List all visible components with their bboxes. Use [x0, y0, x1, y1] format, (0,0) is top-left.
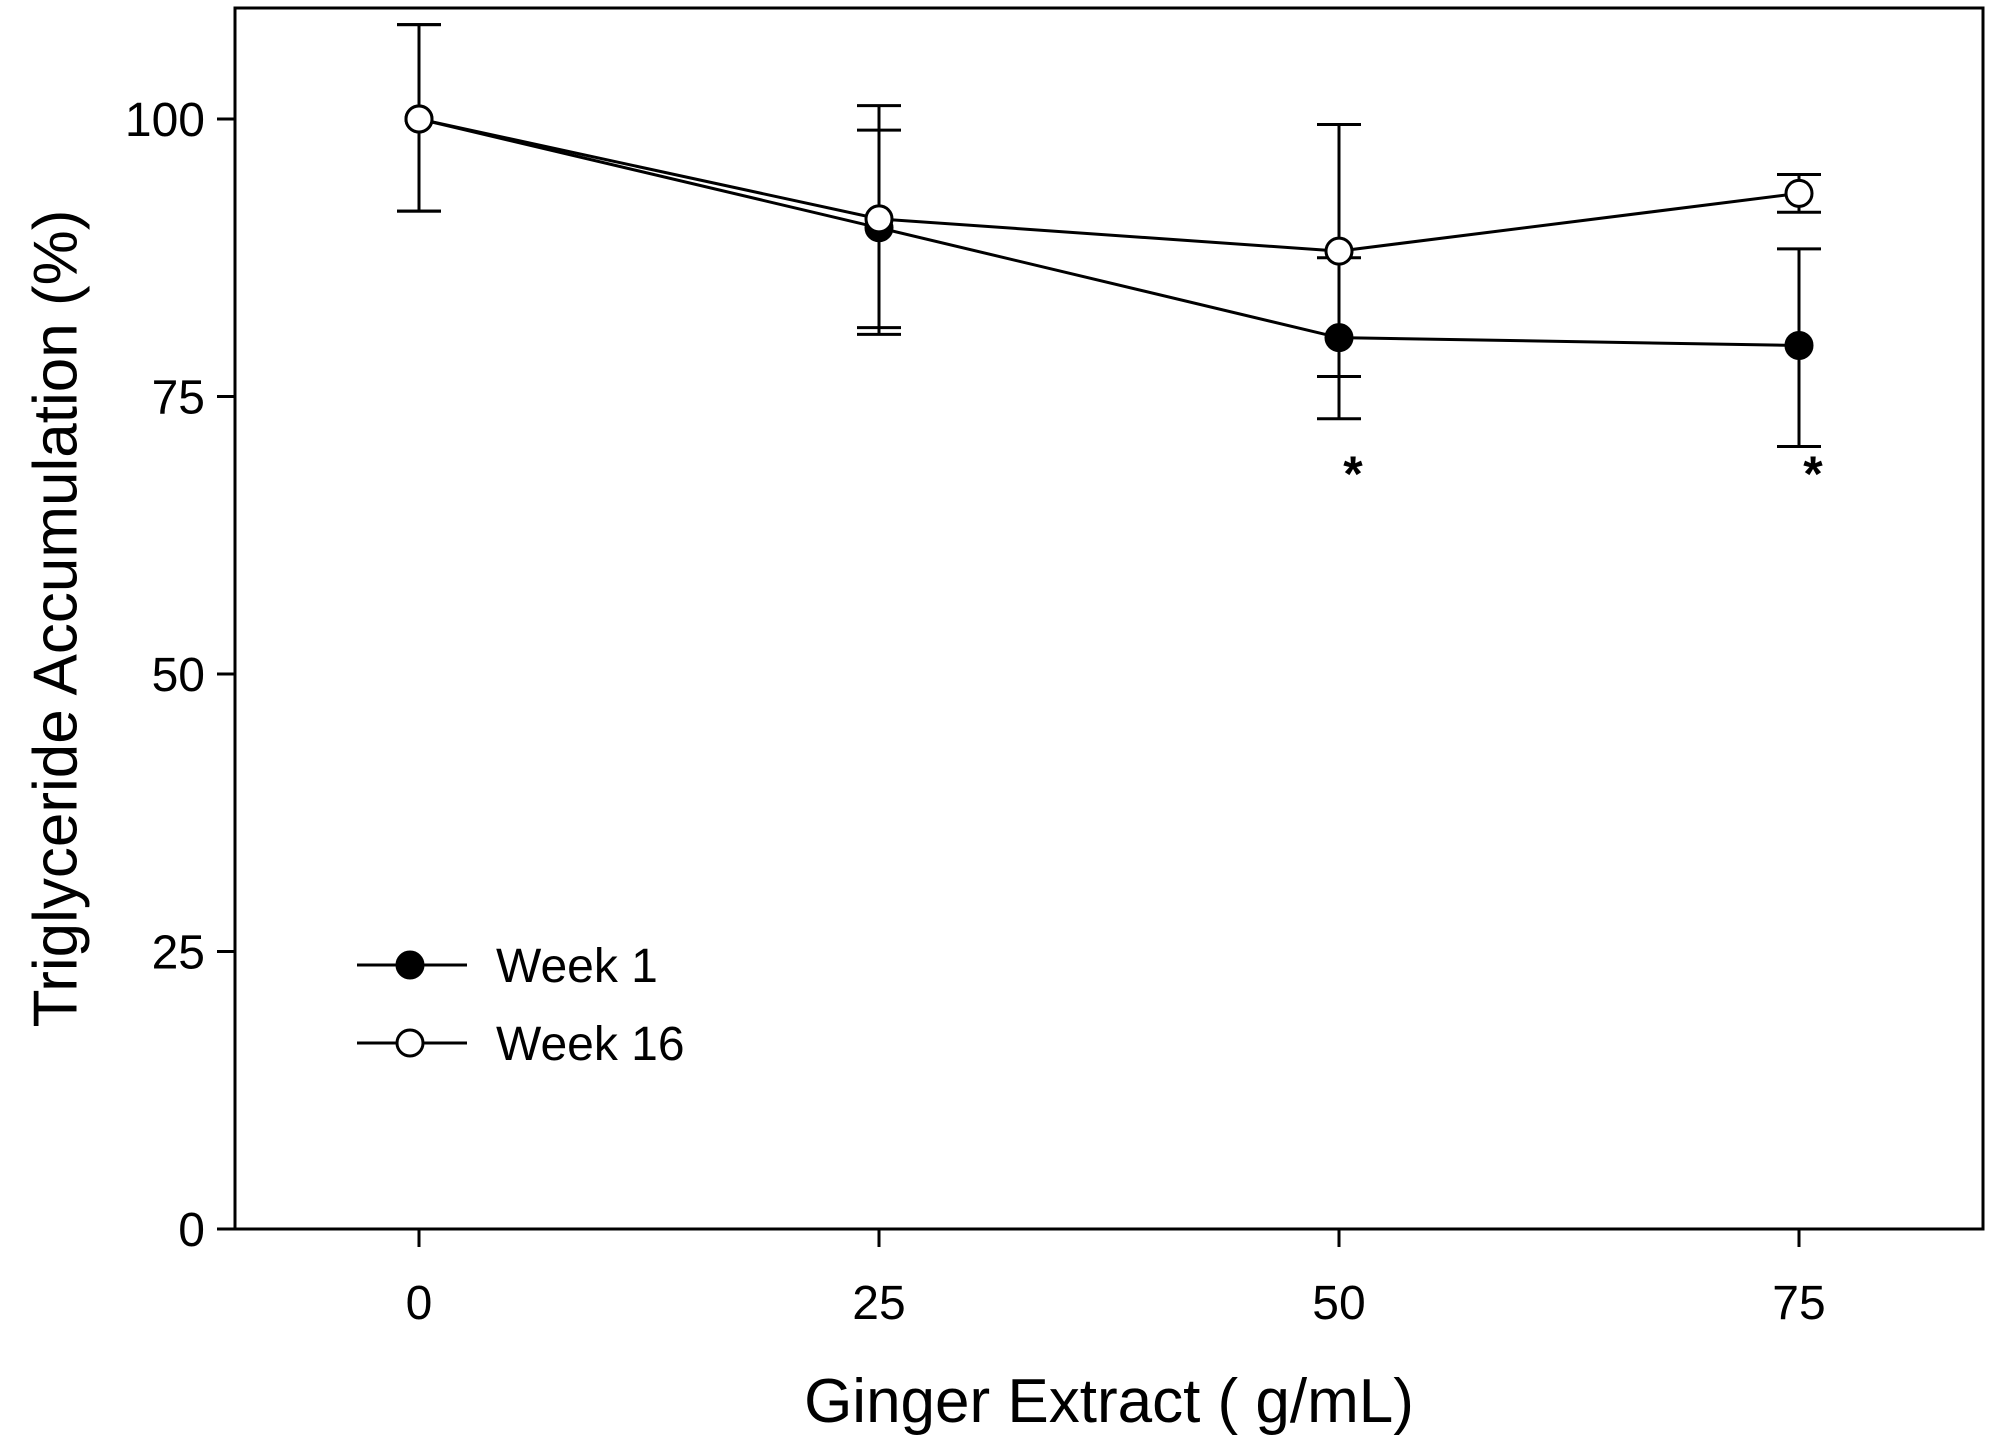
series-layer	[397, 23, 1821, 448]
x-tick-label: 25	[852, 1277, 905, 1330]
significance-marker: *	[1803, 446, 1823, 502]
y-axis-title: Triglyceride Accumulation (%)	[21, 210, 90, 1028]
x-tick-label: 0	[406, 1277, 433, 1330]
legend: Week 1 Week 16	[357, 940, 685, 1071]
legend-marker	[395, 950, 425, 980]
data-point	[404, 104, 434, 134]
significance-marker: *	[1343, 446, 1363, 502]
data-point	[1324, 236, 1354, 266]
data-point	[1784, 330, 1814, 360]
legend-item: Week 16	[357, 1018, 685, 1071]
plot-frame	[233, 6, 1985, 1231]
x-tick-label: 50	[1312, 1277, 1365, 1330]
y-tick-label: 50	[152, 649, 205, 702]
x-tick-label: 75	[1772, 1277, 1825, 1330]
x-axis: 0 25 50 75	[406, 1229, 1826, 1330]
y-axis: 0 25 50 75 100	[125, 94, 235, 1257]
y-tick-label: 100	[125, 94, 205, 147]
legend-item: Week 1	[357, 940, 658, 993]
x-axis-title: Ginger Extract ( g/mL)	[804, 1367, 1414, 1436]
data-point	[1784, 178, 1814, 208]
y-tick-label: 0	[178, 1204, 205, 1257]
plot-border	[233, 6, 1985, 1231]
y-tick-label: 25	[152, 927, 205, 980]
series-line	[418, 117, 1800, 253]
annotation-layer: * *	[1343, 446, 1823, 502]
data-point	[864, 204, 894, 234]
y-tick-label: 75	[152, 372, 205, 425]
series-line	[418, 117, 1800, 347]
legend-label: Week 1	[496, 940, 658, 993]
legend-label: Week 16	[496, 1018, 685, 1071]
legend-marker	[395, 1028, 425, 1058]
series-week-16	[397, 23, 1821, 379]
